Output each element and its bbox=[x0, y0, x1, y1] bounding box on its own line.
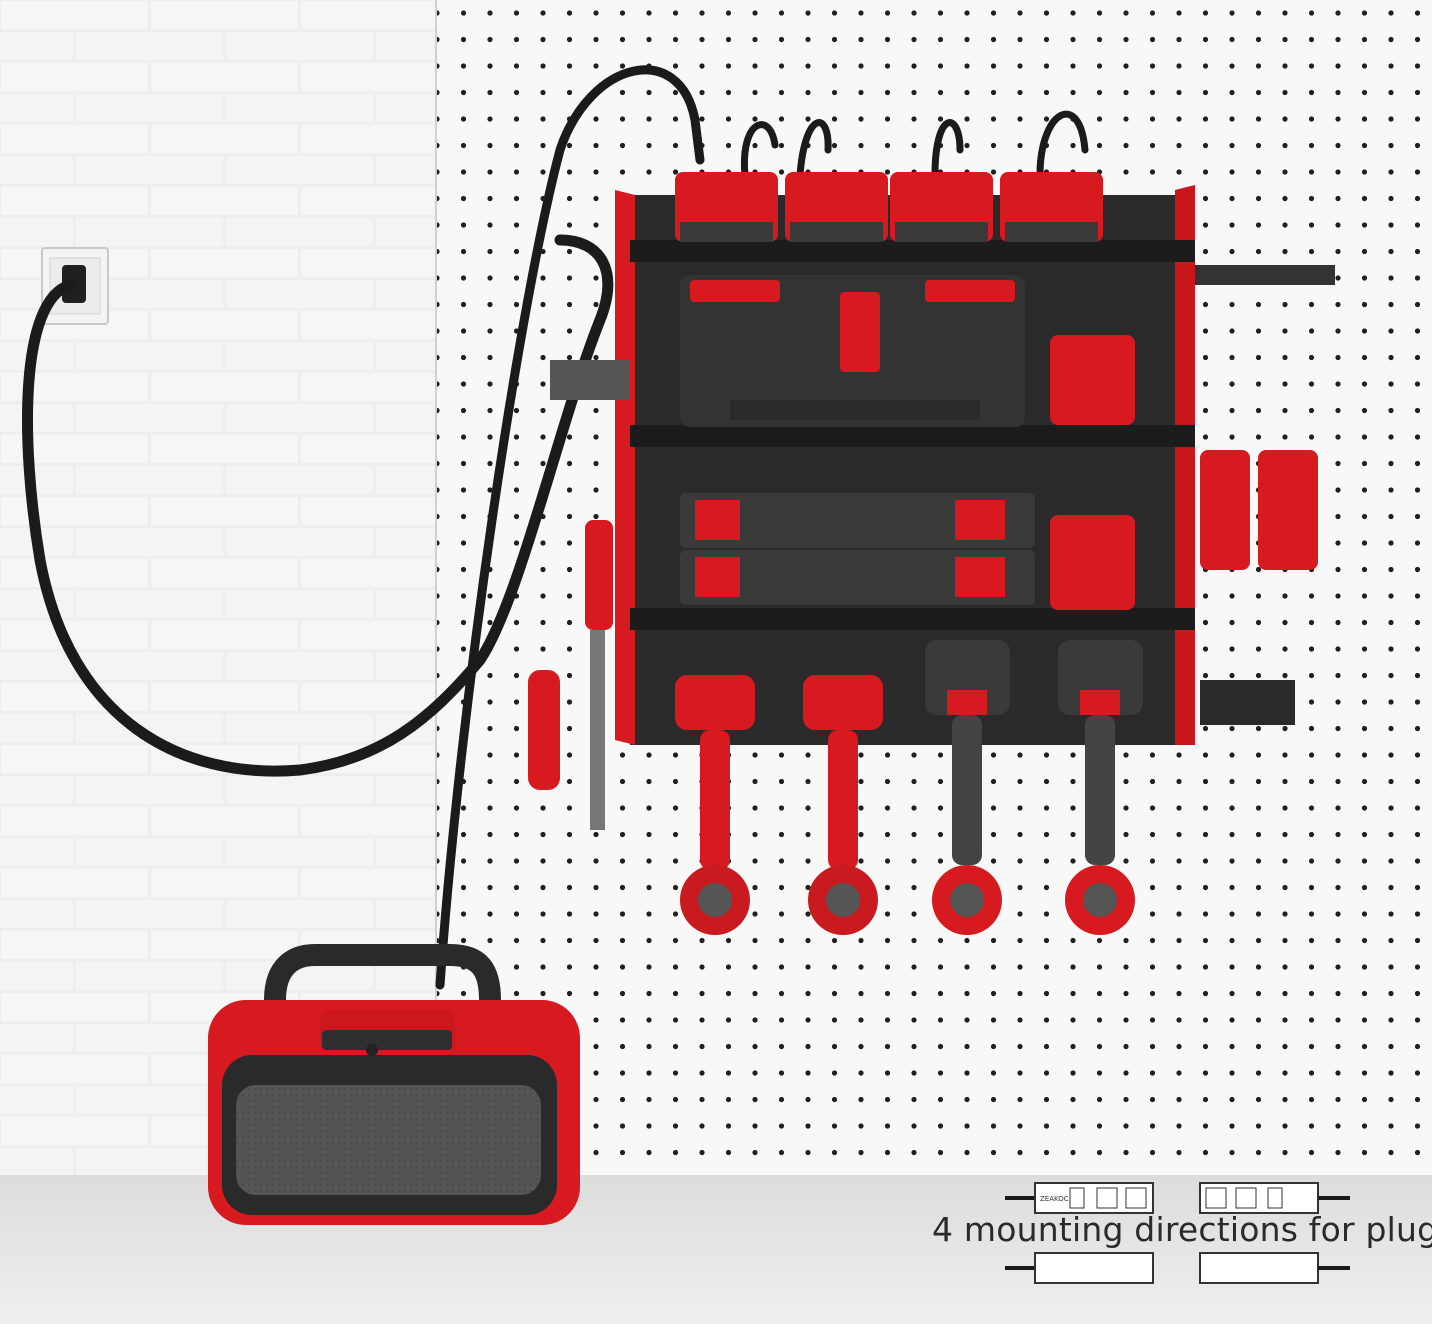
toolbox bbox=[680, 275, 1025, 427]
battery-packs bbox=[1050, 335, 1135, 610]
power-strip-brand-label: ZEAKOC bbox=[1040, 1195, 1069, 1203]
battery-chargers bbox=[675, 172, 1103, 242]
mounting-directions-caption: 4 mounting directions for plugs bbox=[932, 1210, 1432, 1249]
drills bbox=[675, 640, 1143, 935]
brick-wall bbox=[0, 0, 436, 1180]
tool-cases bbox=[680, 493, 1035, 605]
power-strip-icon: ZEAKOC bbox=[1005, 1182, 1350, 1284]
side-accessories bbox=[528, 265, 1335, 830]
jobsite-radio bbox=[208, 944, 580, 1225]
